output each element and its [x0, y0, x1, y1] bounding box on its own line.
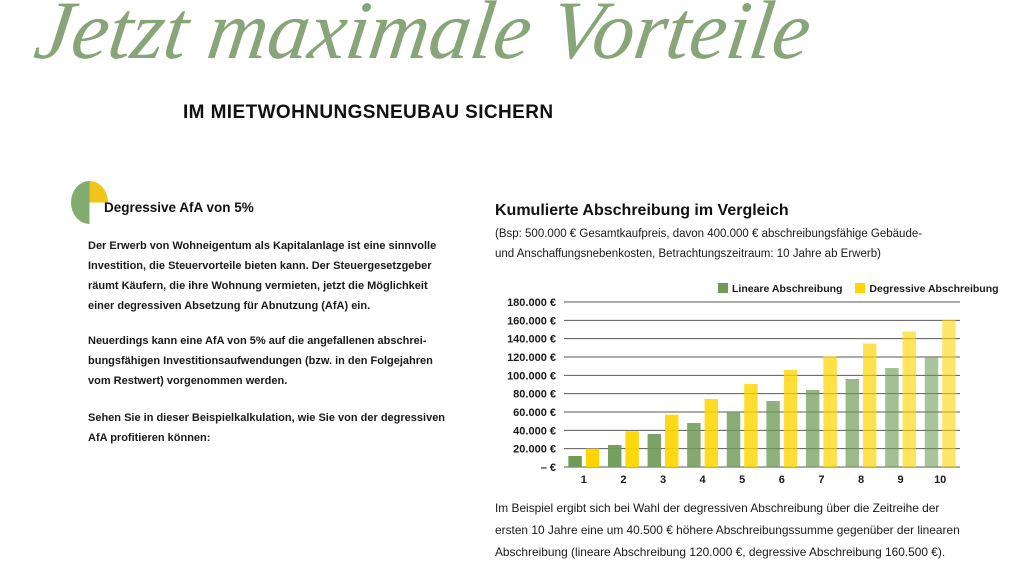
svg-text:40.000 €: 40.000 € [513, 425, 556, 437]
svg-text:140.000 €: 140.000 € [507, 334, 556, 346]
svg-text:3: 3 [660, 474, 666, 486]
svg-text:– €: – € [541, 462, 556, 474]
svg-text:60.000 €: 60.000 € [513, 407, 556, 419]
svg-text:2: 2 [620, 474, 626, 486]
svg-text:120.000 €: 120.000 € [507, 352, 556, 364]
svg-text:8: 8 [858, 474, 864, 486]
svg-text:1: 1 [581, 474, 587, 486]
svg-text:5: 5 [739, 474, 745, 486]
svg-text:180.000 €: 180.000 € [507, 297, 556, 309]
svg-text:160.000 €: 160.000 € [507, 315, 556, 327]
svg-text:4: 4 [700, 474, 707, 486]
svg-text:7: 7 [818, 474, 824, 486]
svg-text:10: 10 [934, 474, 946, 486]
svg-text:20.000 €: 20.000 € [513, 444, 556, 456]
svg-text:100.000 €: 100.000 € [507, 370, 556, 382]
svg-text:80.000 €: 80.000 € [513, 389, 556, 401]
svg-text:9: 9 [898, 474, 904, 486]
svg-text:6: 6 [779, 474, 785, 486]
